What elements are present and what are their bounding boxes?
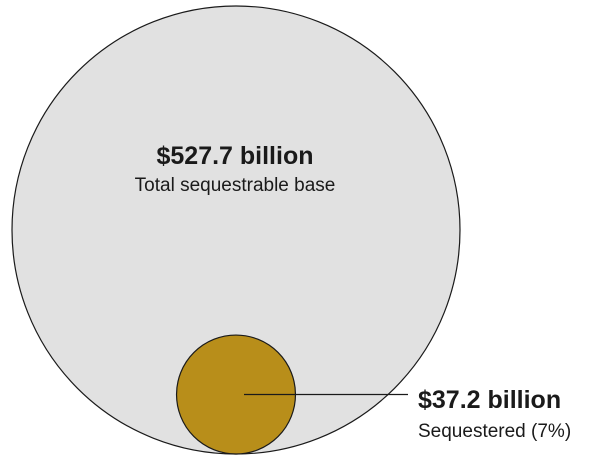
sequestered-value-label: $37.2 billion [418, 386, 561, 414]
total-base-value-label: $527.7 billion [156, 142, 313, 170]
sequestered-description-label: Sequestered (7%) [418, 421, 571, 442]
total-base-description-label: Total sequestrable base [135, 175, 336, 196]
